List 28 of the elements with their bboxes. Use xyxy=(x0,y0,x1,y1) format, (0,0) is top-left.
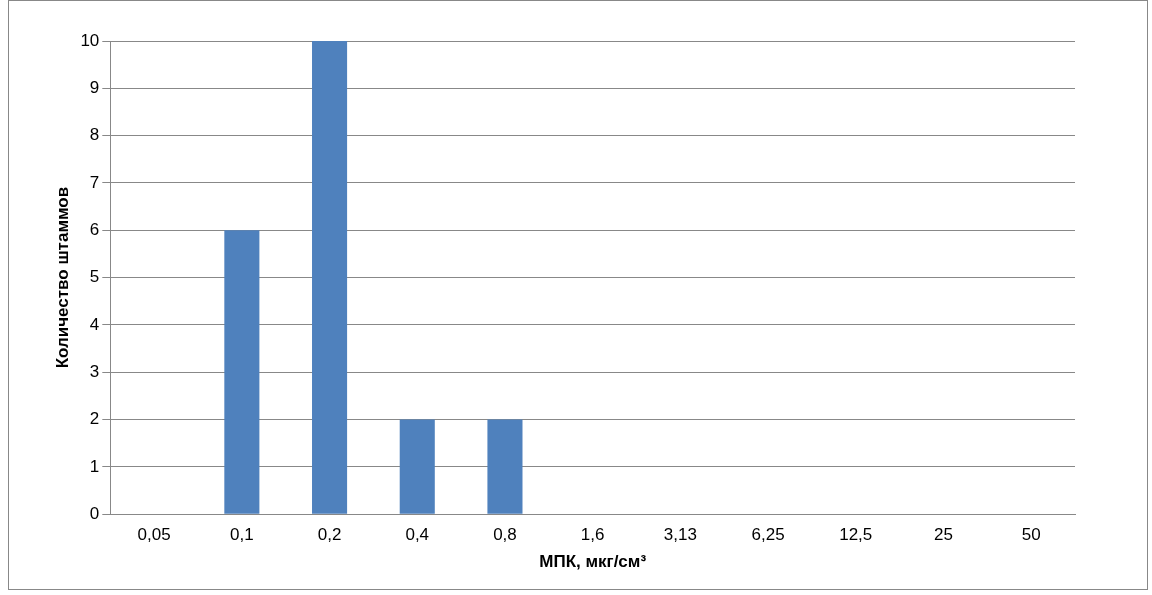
bar xyxy=(224,230,260,514)
y-tick-label: 8 xyxy=(89,125,100,145)
x-tick-label: 0,8 xyxy=(493,525,517,545)
x-tick-label: 25 xyxy=(933,525,953,545)
x-axis-title: МПК, мкг/см³ xyxy=(539,552,647,572)
x-tick-label: 12,5 xyxy=(839,525,873,545)
x-tick-label: 1,6 xyxy=(580,525,605,545)
y-tick-label: 4 xyxy=(89,314,100,334)
x-tick-label: 0,05 xyxy=(137,525,171,545)
x-tick-label: 0,2 xyxy=(317,525,342,545)
y-tick-label: 7 xyxy=(89,172,100,192)
x-tick-label: 0,4 xyxy=(405,525,430,545)
y-tick-label: 6 xyxy=(89,219,100,239)
y-tick-label: 0 xyxy=(89,503,100,523)
y-tick-label: 2 xyxy=(89,409,100,429)
y-axis-title: Количество штаммов xyxy=(52,186,72,369)
y-tick-label: 9 xyxy=(89,78,100,98)
y-tick-label: 5 xyxy=(89,267,100,287)
y-tick-label: 10 xyxy=(80,30,100,50)
bar xyxy=(399,419,435,514)
bar xyxy=(487,419,523,514)
x-tick-label: 0,1 xyxy=(230,525,254,545)
x-tick-label: 6,25 xyxy=(751,525,785,545)
x-tick-label: 3,13 xyxy=(663,525,697,545)
y-tick-label: 1 xyxy=(89,456,100,476)
y-tick-label: 3 xyxy=(89,361,100,381)
bar xyxy=(312,41,348,514)
x-tick-label: 50 xyxy=(1021,525,1041,545)
